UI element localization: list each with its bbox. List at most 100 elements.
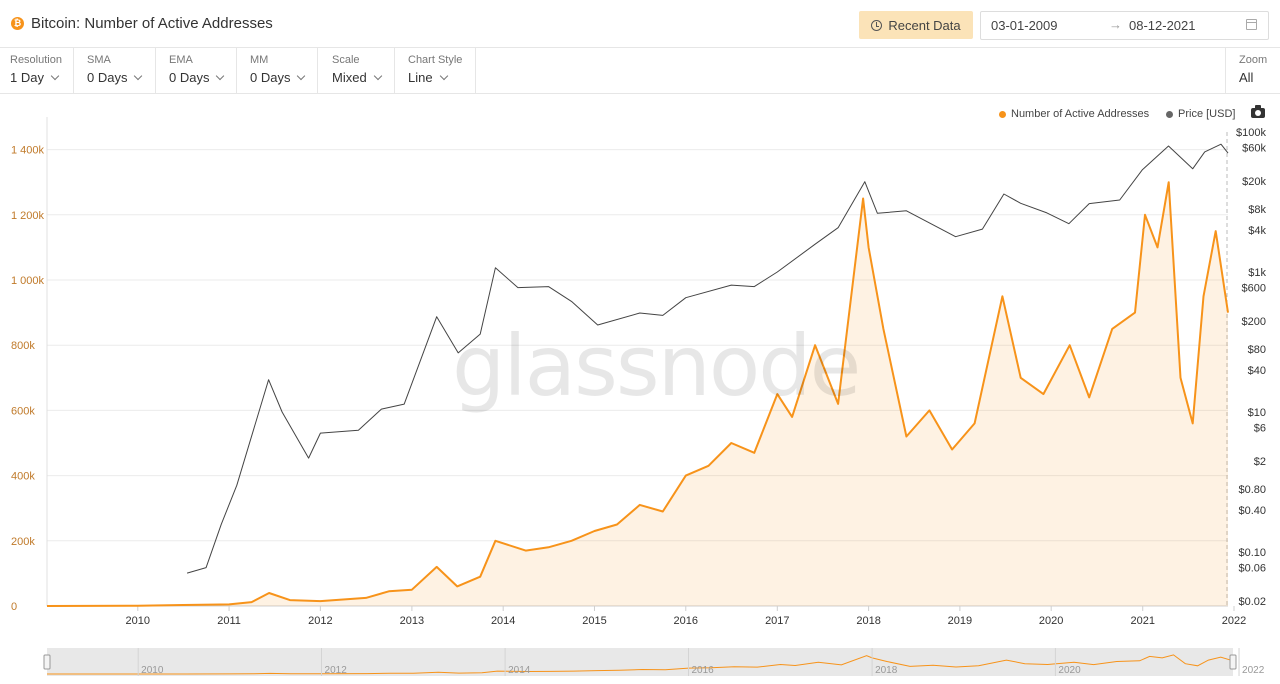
scale-value: Mixed [332, 70, 367, 85]
left-axis-tick-label: 200k [11, 536, 35, 548]
zoom-value: All [1239, 70, 1254, 85]
left-axis-tick-label: 0 [11, 601, 17, 613]
legend-item-price[interactable]: Price [USD] [1166, 108, 1235, 120]
chart-style-dropdown[interactable]: Chart Style Line [398, 47, 476, 93]
left-axis-tick-label: 600k [11, 405, 35, 417]
chevron-down-icon [373, 71, 382, 81]
right-axis-tick-label: $1k [1248, 267, 1266, 279]
right-axis-tick-label: $2 [1254, 456, 1266, 468]
right-axis-tick-label: $0.40 [1238, 505, 1266, 517]
camera-icon[interactable] [1251, 105, 1265, 118]
left-axis-tick-label: 800k [11, 340, 35, 352]
legend-item-addresses[interactable]: Number of Active Addresses [999, 108, 1149, 120]
date-from-field[interactable]: 03-01-2009 [991, 18, 1058, 33]
sma-label: SMA [87, 54, 111, 66]
navigator-handle-right[interactable] [1229, 654, 1237, 670]
x-axis-tick-label: 2019 [948, 615, 972, 627]
right-axis-tick-label: $600 [1242, 283, 1266, 295]
x-axis-tick-label: 2015 [582, 615, 606, 627]
page-title: Bitcoin: Number of Active Addresses [31, 15, 273, 32]
legend-label-price: Price [USD] [1178, 108, 1236, 120]
ema-dropdown[interactable]: EMA 0 Days [159, 47, 237, 93]
x-axis-tick-label: 2011 [217, 615, 241, 627]
chevron-down-icon [134, 71, 143, 81]
right-axis-tick-label: $80 [1248, 344, 1266, 356]
scale-label: Scale [332, 54, 360, 66]
scale-dropdown[interactable]: Scale Mixed [322, 47, 395, 93]
series-line-active-addresses [46, 181, 1229, 607]
glassnode-watermark: glassnode [452, 317, 861, 415]
mm-label: MM [250, 54, 269, 66]
resolution-dropdown[interactable]: Resolution 1 Day [0, 47, 74, 93]
chevron-down-icon [216, 71, 225, 81]
resolution-value: 1 Day [10, 70, 44, 85]
chevron-down-icon [439, 71, 448, 81]
chevron-down-icon [50, 71, 60, 81]
arrow-right-icon: → [1109, 17, 1122, 32]
calendar-icon[interactable] [1246, 19, 1257, 30]
left-axis-tick-label: 1 400k [11, 145, 45, 157]
x-axis-tick-label: 2016 [674, 615, 698, 627]
ema-value: 0 Days [169, 70, 210, 85]
x-axis-tick-label: 2018 [856, 615, 880, 627]
addresses-area [47, 182, 1228, 606]
date-range-picker[interactable]: 03-01-2009 → 08-12-2021 [980, 11, 1269, 40]
right-axis-tick-label: $0.80 [1238, 484, 1266, 496]
navigator-year-label: 2020 [1058, 665, 1081, 676]
ema-label: EMA [169, 54, 193, 66]
bitcoin-icon: ₿ [11, 17, 24, 30]
right-axis-tick-label: $100k [1236, 127, 1266, 139]
x-axis-tick-label: 2010 [126, 615, 150, 627]
series-line-price [186, 143, 1229, 574]
chart-style-value: Line [408, 70, 433, 85]
navigator-year-label: 2010 [141, 665, 164, 676]
right-axis-tick-label: $6 [1254, 423, 1266, 435]
navigator-year-label: 2014 [508, 665, 531, 676]
x-axis-tick-label: 2021 [1130, 615, 1154, 627]
navigator-background [47, 648, 1233, 676]
right-axis-tick-label: $60k [1242, 143, 1266, 155]
left-axis-tick-label: 1 200k [11, 210, 45, 222]
navigator-year-label: 2016 [691, 665, 714, 676]
resolution-label: Resolution [10, 54, 62, 66]
x-axis-tick-label: 2014 [491, 615, 515, 627]
chart-style-label: Chart Style [408, 54, 463, 66]
left-axis-tick-label: 1 000k [11, 275, 45, 287]
right-axis-tick-label: $4k [1248, 225, 1266, 237]
navigator-year-label: 2012 [325, 665, 348, 676]
navigator-handle-left[interactable] [43, 654, 51, 670]
mm-value: 0 Days [250, 70, 291, 85]
navigator-year-label: 2022 [1242, 665, 1265, 676]
x-axis-tick-label: 2022 [1222, 615, 1246, 627]
sma-dropdown[interactable]: SMA 0 Days [77, 47, 156, 93]
sma-value: 0 Days [87, 70, 128, 85]
legend-dot-addresses [999, 110, 1006, 118]
zoom-dropdown[interactable]: Zoom All [1225, 47, 1280, 93]
legend-label-addresses: Number of Active Addresses [1011, 108, 1150, 120]
date-to-field[interactable]: 08-12-2021 [1129, 18, 1196, 33]
right-axis-tick-label: $200 [1242, 316, 1266, 328]
header-bar: ₿ Bitcoin: Number of Active Addresses Re… [0, 0, 1280, 48]
navigator-year-label: 2018 [875, 665, 898, 676]
right-axis-tick-label: $10 [1248, 407, 1266, 419]
mm-dropdown[interactable]: MM 0 Days [240, 47, 318, 93]
right-axis-tick-label: $0.06 [1238, 563, 1266, 575]
x-axis-tick-label: 2013 [400, 615, 424, 627]
legend-dot-price [1166, 110, 1173, 118]
left-axis-tick-label: 400k [11, 471, 35, 483]
recent-data-button[interactable]: Recent Data [859, 11, 973, 39]
x-axis-tick-label: 2012 [308, 615, 332, 627]
recent-data-label: Recent Data [888, 17, 961, 33]
clock-icon [871, 19, 883, 31]
right-axis-tick-label: $20k [1242, 176, 1266, 188]
navigator-series [47, 654, 1234, 675]
right-axis-tick-label: $8k [1248, 204, 1266, 216]
chevron-down-icon [297, 71, 306, 81]
zoom-label: Zoom [1239, 54, 1268, 66]
right-axis-tick-label: $40 [1248, 365, 1266, 377]
x-axis-tick-label: 2017 [765, 615, 789, 627]
x-axis-tick-label: 2020 [1039, 615, 1063, 627]
chart-controls: Resolution 1 Day SMA 0 Days EMA 0 Days M… [0, 47, 1280, 94]
right-axis-tick-label: $0.10 [1238, 547, 1266, 559]
